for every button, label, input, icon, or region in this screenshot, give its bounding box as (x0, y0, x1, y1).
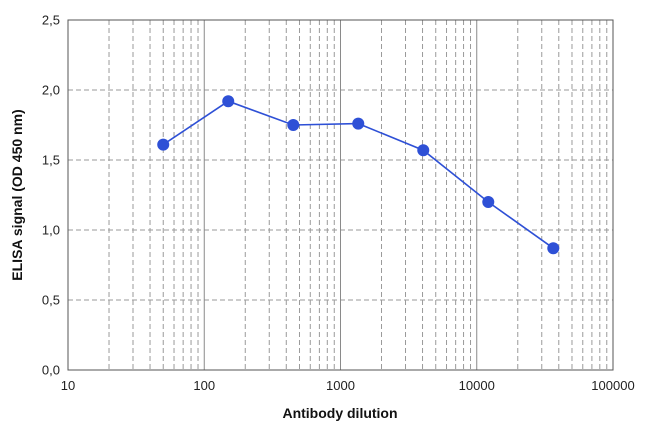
series (157, 95, 560, 255)
data-point (547, 242, 560, 255)
x-tick-label: 10000 (459, 378, 495, 393)
x-tick-labels: 10 100 1000 10000 100000 (61, 378, 635, 393)
x-tick-label: 100000 (591, 378, 634, 393)
data-point (352, 117, 365, 130)
data-point (482, 196, 495, 208)
y-tick-labels: 0,0 0,5 1,0 1,5 2,0 2,5 (42, 13, 60, 378)
grid (67, 19, 613, 371)
y-tick-label: 2,0 (42, 83, 60, 98)
y-tick-label: 1,0 (42, 223, 60, 238)
y-axis-title: ELISA signal (OD 450 nm) (9, 109, 25, 280)
data-point (417, 144, 430, 157)
y-tick-label: 0,5 (42, 293, 60, 308)
x-axis-title: Antibody dilution (282, 405, 397, 421)
x-tick-label: 10 (61, 378, 75, 393)
y-tick-label: 2,5 (42, 13, 60, 28)
data-point (157, 138, 170, 151)
plot-frame (67, 19, 614, 371)
data-point (222, 95, 235, 108)
x-tick-label: 100 (193, 378, 215, 393)
x-tick-label: 1000 (326, 378, 355, 393)
data-point (287, 119, 300, 131)
y-tick-label: 0,0 (42, 363, 60, 378)
y-tick-label: 1,5 (42, 153, 60, 168)
